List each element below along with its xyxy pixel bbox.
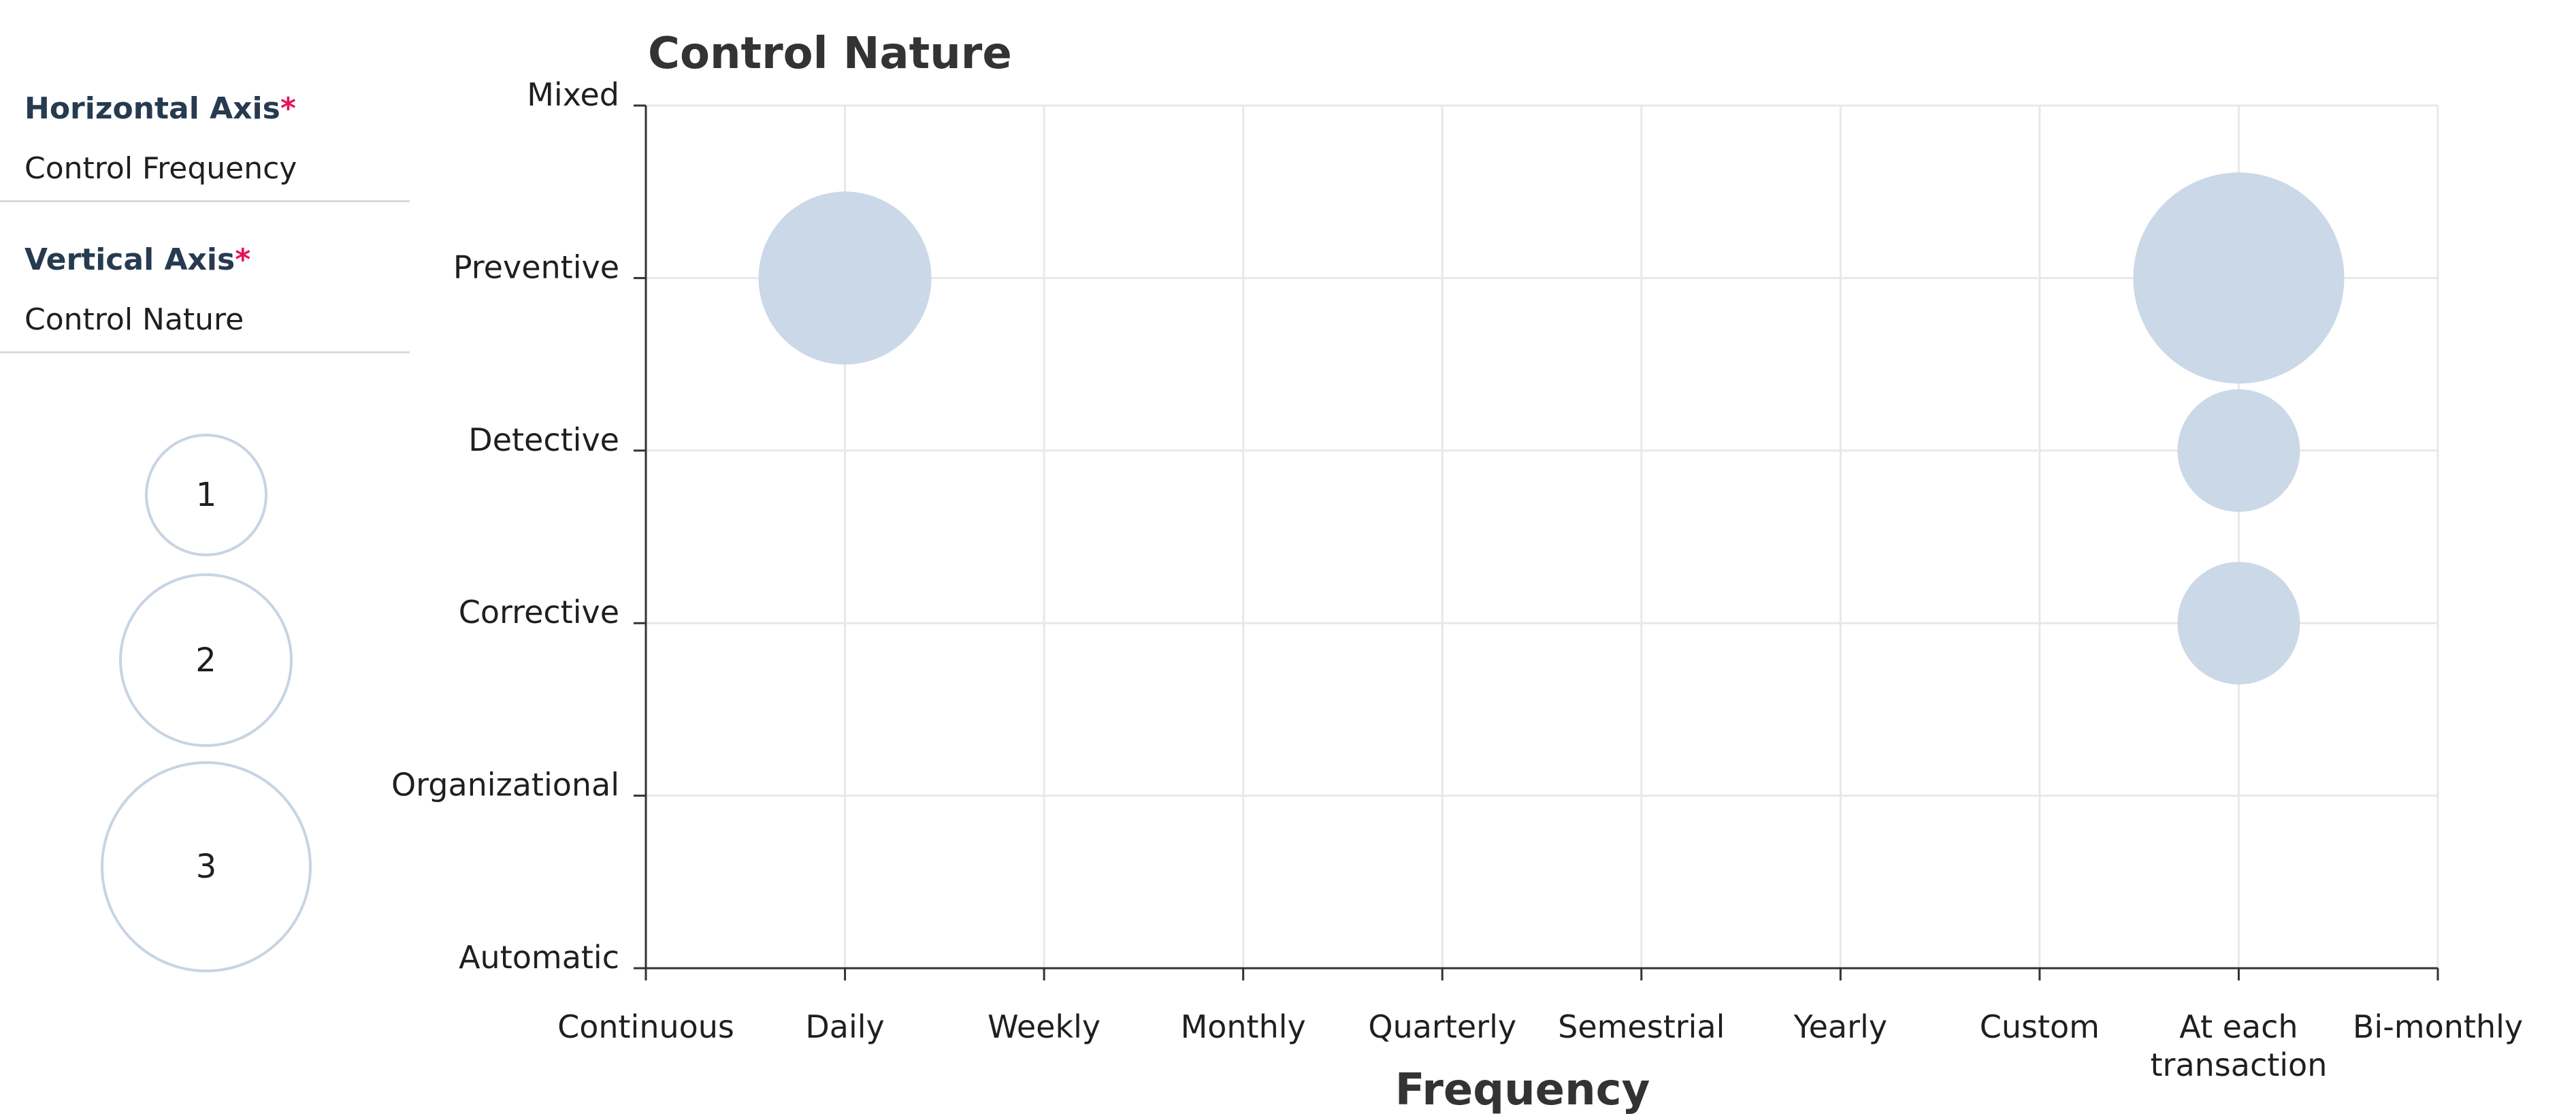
- y-tick-label: Preventive: [453, 249, 619, 285]
- vertical-axis-value[interactable]: Control Nature: [25, 302, 244, 337]
- x-tick-label: At each transaction: [2151, 1008, 2328, 1083]
- y-tick-label: Organizational: [391, 767, 619, 803]
- x-tick-label: Weekly: [988, 1008, 1100, 1045]
- x-axis-title: Frequency: [1395, 1065, 1650, 1115]
- axes: [634, 104, 2439, 980]
- bubble: [2177, 389, 2300, 512]
- x-tick-label: Yearly: [1793, 1008, 1887, 1045]
- x-tick-label: Semestrial: [1558, 1008, 1725, 1045]
- horizontal-axis-field[interactable]: Horizontal Axis* Control Frequency: [0, 0, 410, 202]
- y-tick-labels: Mixed Preventive Detective Corrective Organi…: [391, 76, 619, 976]
- horizontal-axis-value[interactable]: Control Frequency: [25, 151, 297, 186]
- x-tick-labels: Continuous Daily Weekly Monthly Quarterly Sem…: [557, 1008, 2523, 1083]
- y-tick-label: Detective: [468, 421, 619, 458]
- x-tick-label: Bi-monthly: [2353, 1008, 2523, 1045]
- size-legend-bubble-1: 1: [145, 434, 267, 556]
- y-tick-label: Automatic: [459, 939, 619, 976]
- bubble: [2177, 562, 2300, 685]
- required-mark: *: [280, 91, 296, 126]
- y-tick-label: Mixed: [527, 76, 619, 113]
- vertical-axis-field[interactable]: Vertical Axis* Control Nature: [0, 0, 410, 353]
- y-tick-label: Corrective: [459, 594, 619, 630]
- bubble: [758, 191, 932, 365]
- grid: [646, 104, 2439, 968]
- size-legend-bubble-3: 3: [101, 761, 312, 972]
- x-tick-label: Custom: [1980, 1008, 2100, 1045]
- horizontal-axis-label: Horizontal Axis*: [25, 91, 296, 126]
- vertical-axis-label: Vertical Axis*: [25, 242, 251, 277]
- bubbles: [758, 172, 2345, 685]
- size-legend-bubble-2: 2: [119, 573, 293, 747]
- x-tick-label: Continuous: [557, 1008, 734, 1045]
- required-mark: *: [235, 242, 251, 277]
- x-tick-label: Daily: [805, 1008, 884, 1045]
- chart-title: Control Nature: [648, 29, 1012, 79]
- x-tick-label: Quarterly: [1368, 1008, 1516, 1045]
- x-tick-label: Monthly: [1181, 1008, 1306, 1045]
- bubble: [2133, 172, 2345, 384]
